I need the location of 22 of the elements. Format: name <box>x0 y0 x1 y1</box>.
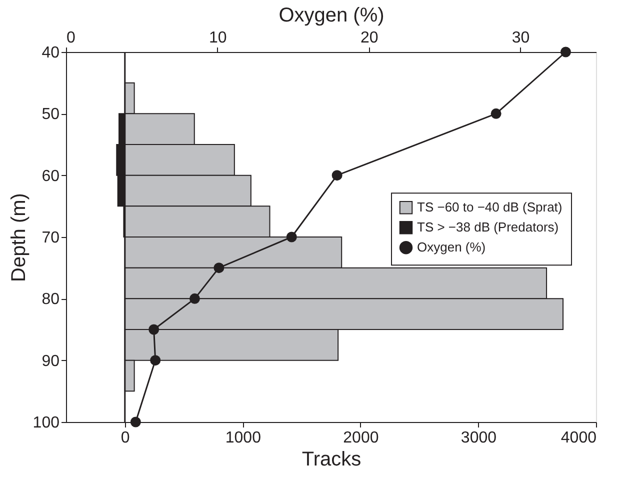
y-tick-label: 90 <box>42 352 60 370</box>
x2-tick-label: 10 <box>209 30 227 46</box>
x2-tick-label: 30 <box>512 30 530 46</box>
x-tick-label: 4000 <box>560 430 597 446</box>
x-tick-label: 0 <box>120 430 130 446</box>
x-tick-label: 3000 <box>460 430 497 446</box>
legend-label: TS −60 to −40 dB (Sprat) <box>417 200 562 215</box>
x2-axis-title: Oxygen (%) <box>278 4 384 26</box>
legend-label: Oxygen (%) <box>417 240 486 255</box>
y-tick-label: 50 <box>42 106 60 124</box>
y-tick-label: 80 <box>42 291 60 308</box>
y-axis-title: Depth (m) <box>8 193 30 282</box>
x2-tick-label: 0 <box>66 30 76 46</box>
y-tick-label: 40 <box>42 44 60 62</box>
x-axis-title: Tracks <box>302 448 362 470</box>
y-tick-label: 70 <box>42 230 60 246</box>
x-tick-label: 2000 <box>343 430 379 446</box>
x2-tick-label: 20 <box>360 30 378 46</box>
x-tick-label: 1000 <box>225 430 262 446</box>
y-tick-label: 60 <box>42 168 60 185</box>
legend-label: TS > −38 dB (Predators) <box>417 220 559 235</box>
y-tick-label: 100 <box>32 414 60 432</box>
